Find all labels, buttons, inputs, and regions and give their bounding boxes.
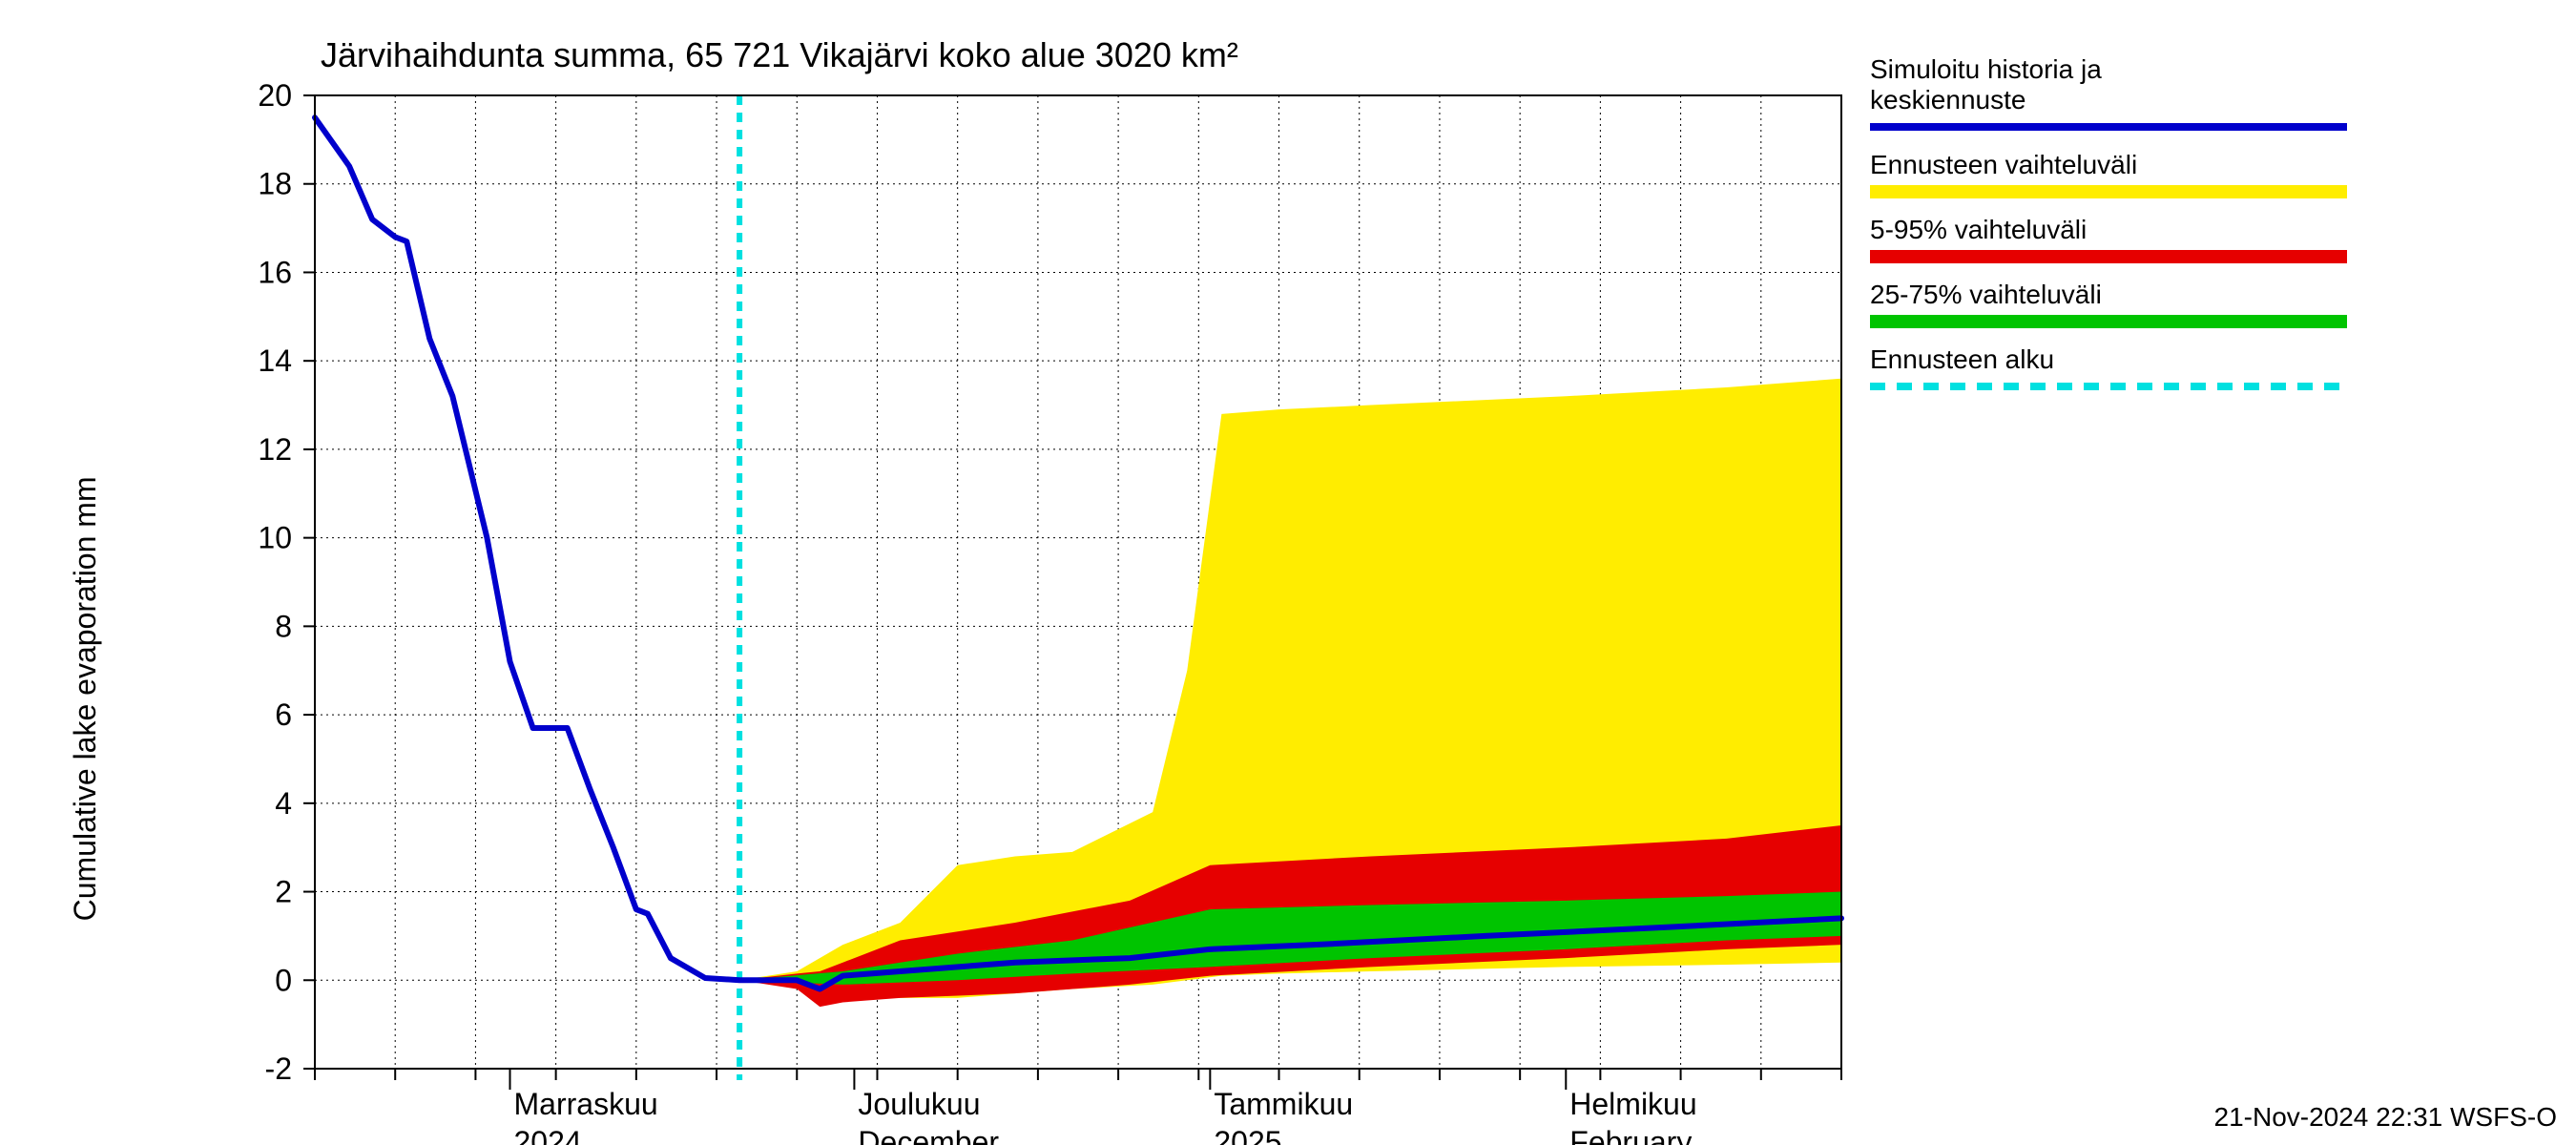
chart-title: Järvihaihdunta summa, 65 721 Vikajärvi k… xyxy=(321,35,1238,74)
month-label-fi: Joulukuu xyxy=(858,1087,980,1121)
legend-label: Simuloitu historia ja xyxy=(1870,54,2102,84)
footer-timestamp: 21-Nov-2024 22:31 WSFS-O xyxy=(2214,1102,2558,1132)
legend-swatch xyxy=(1870,185,2347,198)
legend-label: Ennusteen vaihteluväli xyxy=(1870,150,2137,179)
month-label-fi: Marraskuu xyxy=(514,1087,658,1121)
legend-swatch xyxy=(1870,250,2347,263)
y-tick-label: 14 xyxy=(258,344,292,378)
y-tick-label: 12 xyxy=(258,432,292,467)
y-tick-label: 16 xyxy=(258,255,292,289)
legend-label: Ennusteen alku xyxy=(1870,344,2054,374)
y-axis-label: Cumulative lake evaporation mm xyxy=(68,476,102,921)
chart-container: -2 0 2 4 6 8 10 12 14 16 18 20 Marraskuu 2024 Joulukuu… xyxy=(0,0,2576,1145)
month-label-fi: Helmikuu xyxy=(1569,1087,1696,1121)
y-tick-label: 10 xyxy=(258,521,292,555)
y-tick-label: 2 xyxy=(275,875,292,909)
y-tick-label: 18 xyxy=(258,167,292,201)
legend-swatch xyxy=(1870,315,2347,328)
legend-label: keskiennuste xyxy=(1870,85,2025,114)
month-label-2: 2025 xyxy=(1214,1125,1281,1145)
legend-label: 25-75% vaihteluväli xyxy=(1870,280,2102,309)
month-label-fi: Tammikuu xyxy=(1214,1087,1353,1121)
month-label-2: December xyxy=(858,1125,999,1145)
legend-label: 5-95% vaihteluväli xyxy=(1870,215,2087,244)
y-tick-label: 20 xyxy=(258,78,292,113)
y-tick-label: 8 xyxy=(275,609,292,643)
y-tick-label: 0 xyxy=(275,963,292,997)
legend-swatch xyxy=(1870,123,2347,131)
chart-svg: -2 0 2 4 6 8 10 12 14 16 18 20 Marraskuu 2024 Joulukuu… xyxy=(0,0,2576,1145)
y-tick-label: -2 xyxy=(265,1051,292,1086)
y-tick-label: 6 xyxy=(275,697,292,732)
y-tick-label: 4 xyxy=(275,786,292,821)
month-label-2: February xyxy=(1569,1125,1692,1145)
month-label-2: 2024 xyxy=(514,1125,582,1145)
